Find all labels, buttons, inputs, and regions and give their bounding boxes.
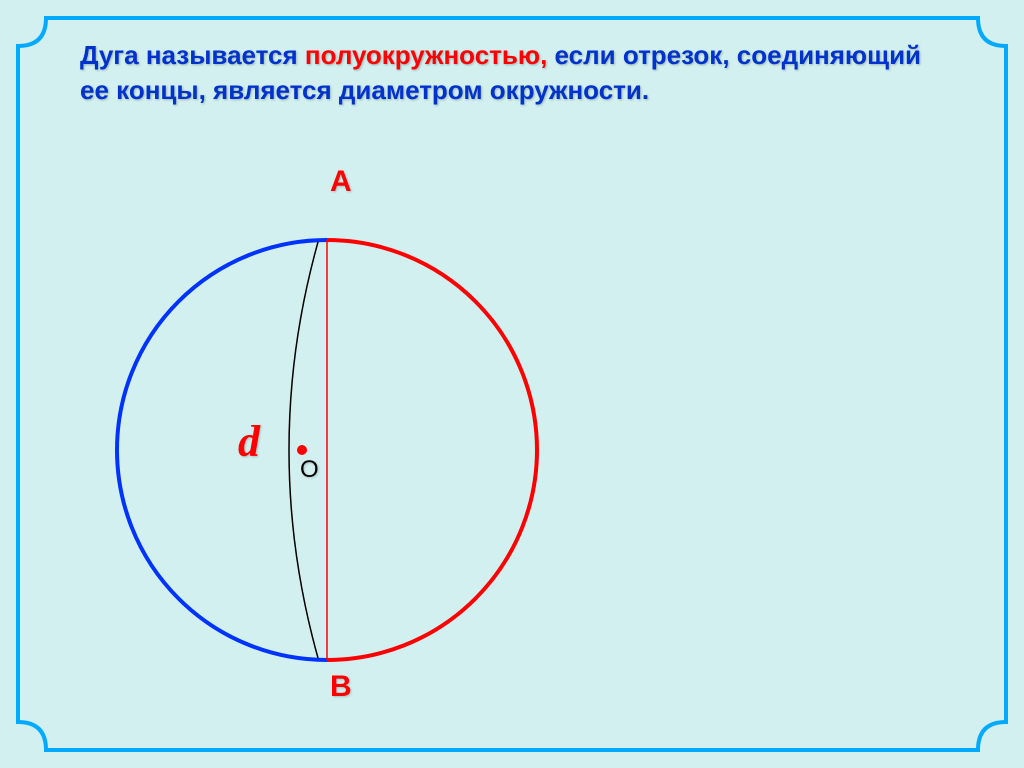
center-label-o: О <box>300 456 319 484</box>
point-label-a: A <box>330 165 352 199</box>
right-semicircle-arc <box>327 240 537 660</box>
slide: Дуга называется полуокружностью, если от… <box>0 0 1024 768</box>
circle-diagram: A В О d <box>60 170 580 730</box>
diameter-label-d: d <box>238 416 260 467</box>
diagram-svg <box>60 170 580 730</box>
center-point <box>297 445 307 455</box>
left-semicircle-arc <box>117 240 327 660</box>
definition-text: Дуга называется полуокружностью, если от… <box>80 38 944 108</box>
point-label-b: В <box>330 670 352 704</box>
definition-highlight: полуокружностью, <box>305 40 547 70</box>
definition-part1: Дуга называется <box>80 40 305 70</box>
